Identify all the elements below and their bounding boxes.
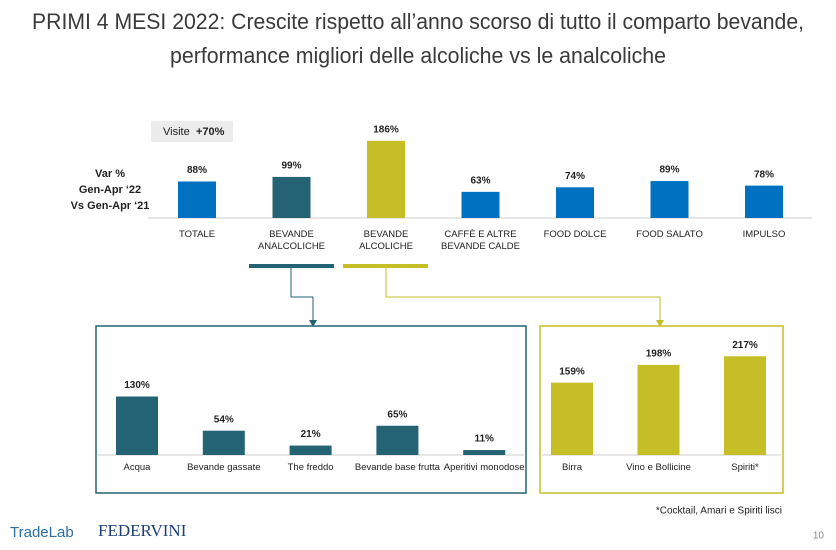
- title: PRIMI 4 MESI 2022: Crescite rispetto all…: [32, 9, 804, 34]
- bar: [202, 430, 245, 455]
- detail-box: [95, 325, 527, 494]
- value-label: 130%: [124, 380, 150, 391]
- badge-box: [151, 121, 233, 142]
- value-label: 54%: [214, 414, 234, 425]
- category-label: CAFFÈ E ALTRE BEVANDE CALDE: [440, 229, 520, 252]
- category-label: BEVANDE ANALCOLICHE: [257, 229, 326, 252]
- category-label: BEVANDE ALCOLICHE: [359, 229, 413, 252]
- category-label: Bevande gassate: [187, 462, 261, 473]
- value-label: 65%: [387, 409, 407, 420]
- category-label: Aperitivi monodose: [443, 462, 525, 473]
- value-label: 63%: [470, 175, 490, 186]
- footnote: *Cocktail, Amari e Spiriti lisci: [656, 506, 782, 517]
- value-label: 74%: [565, 171, 585, 182]
- logo: TradeLab: [10, 524, 74, 541]
- value-label: 21%: [301, 429, 321, 440]
- value-label: 99%: [281, 161, 301, 172]
- badge-value: +70%: [196, 126, 225, 138]
- value-label: 88%: [187, 165, 207, 176]
- category-label: The freddo: [287, 462, 334, 473]
- page-number: 10: [813, 531, 825, 542]
- bar: [116, 396, 158, 455]
- category-label: TOTALE: [178, 229, 216, 240]
- value-label: 217%: [732, 340, 758, 351]
- bar: [178, 181, 216, 218]
- y-axis-label: Vs Gen-Apr ‘21: [71, 200, 150, 212]
- value-label: 159%: [559, 366, 585, 377]
- connector: [385, 268, 661, 322]
- category-label: Bevande base frutta: [354, 462, 440, 473]
- category-label: Vino e Bollicine: [626, 462, 691, 473]
- value-label: 11%: [474, 434, 494, 445]
- bar: [463, 450, 506, 455]
- category-label: IMPULSO: [742, 229, 786, 240]
- detail-box: [539, 325, 784, 494]
- bar: [724, 356, 766, 455]
- bar: [745, 185, 783, 218]
- bar: [556, 187, 594, 218]
- value-label: 78%: [754, 169, 774, 180]
- logo: FEDERVINI: [98, 521, 187, 540]
- y-axis-label: Gen-Apr ‘22: [79, 184, 141, 196]
- category-label: Birra: [561, 462, 583, 473]
- title: performance migliori delle alcoliche vs …: [170, 43, 666, 68]
- category-label: FOOD SALATO: [636, 229, 703, 240]
- bar: [551, 382, 593, 455]
- value-label: 186%: [373, 124, 399, 135]
- arrow-head: [309, 320, 317, 327]
- bar: [376, 425, 419, 455]
- arrow-head: [656, 320, 664, 327]
- category-label: Acqua: [123, 462, 151, 473]
- bar: [461, 191, 500, 218]
- category-label: Spiriti*: [731, 462, 759, 473]
- value-label: 198%: [646, 349, 672, 360]
- connector: [290, 268, 314, 322]
- value-label: 89%: [659, 165, 679, 176]
- bar: [637, 364, 680, 455]
- badge-label: Visite: [163, 126, 190, 138]
- bar: [367, 140, 405, 218]
- bar: [289, 445, 332, 455]
- category-label: FOOD DOLCE: [543, 229, 607, 240]
- bar: [650, 181, 689, 218]
- y-axis-label: Var %: [95, 168, 125, 180]
- bar: [272, 176, 311, 218]
